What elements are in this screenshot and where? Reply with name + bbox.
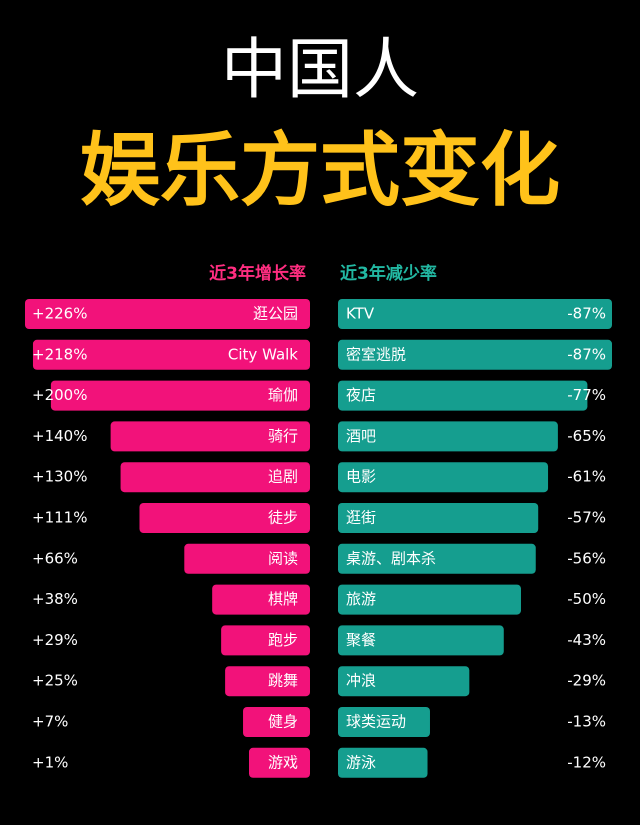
value-label: +130% [32, 468, 87, 486]
value-label: -77% [567, 386, 606, 404]
value-label: +140% [32, 427, 87, 445]
category-label: 桌游、剧本杀 [346, 549, 436, 567]
value-label: -65% [567, 427, 606, 445]
bar [338, 462, 549, 493]
bar [338, 543, 536, 574]
value-label: -13% [567, 713, 606, 731]
category-label: KTV [346, 305, 375, 323]
bar [212, 584, 310, 615]
bar [338, 584, 521, 615]
value-label: +7% [32, 713, 68, 731]
bar [249, 747, 310, 778]
value-label: +218% [32, 345, 87, 363]
bar [110, 421, 310, 452]
bar [338, 421, 558, 452]
category-label: 游泳 [346, 753, 376, 771]
category-label: 游戏 [268, 753, 298, 771]
value-label: -87% [567, 345, 606, 363]
category-label: 旅游 [346, 590, 376, 608]
panel-title: 近3年增长率 [209, 263, 306, 284]
panel-title: 近3年减少率 [340, 263, 437, 284]
bar [25, 299, 310, 329]
bar [338, 339, 612, 370]
bar [338, 747, 428, 778]
category-label: 骑行 [268, 427, 298, 445]
value-label: -61% [567, 468, 606, 486]
bar [338, 625, 504, 656]
value-label: +1% [32, 753, 68, 771]
bar [120, 462, 310, 493]
category-label: 阅读 [268, 549, 298, 567]
value-label: -87% [567, 305, 606, 323]
bar [225, 666, 310, 697]
category-label: 酒吧 [346, 427, 376, 445]
value-label: +200% [32, 386, 87, 404]
bar [243, 707, 310, 737]
value-label: -50% [567, 590, 606, 608]
bar [338, 666, 470, 697]
value-label: +111% [32, 509, 87, 527]
category-label: 徒步 [268, 509, 298, 527]
category-label: 健身 [268, 713, 298, 731]
category-label: 追剧 [268, 468, 298, 486]
category-label: 聚餐 [346, 631, 376, 649]
bar [184, 543, 310, 574]
category-label: 密室逃脱 [346, 345, 406, 363]
category-label: 跳舞 [268, 672, 298, 690]
value-label: +25% [32, 672, 78, 690]
value-label: -56% [567, 549, 606, 567]
category-label: 夜店 [346, 386, 376, 404]
bar [221, 625, 310, 656]
bar [338, 503, 539, 533]
category-label: 逛街 [346, 509, 376, 527]
value-label: +38% [32, 590, 78, 608]
page-title: 中国人 [221, 31, 419, 108]
category-label: 逛公园 [253, 305, 298, 323]
value-label: -57% [567, 509, 606, 527]
category-label: 棋牌 [268, 590, 298, 608]
value-label: +66% [32, 549, 78, 567]
bar [338, 380, 588, 411]
bar [32, 339, 311, 370]
value-label: +29% [32, 631, 78, 649]
category-label: 跑步 [268, 631, 298, 649]
page-subtitle: 娱乐方式变化 [80, 124, 560, 217]
category-label: 电影 [346, 468, 376, 486]
value-label: -12% [567, 753, 606, 771]
value-label: -29% [567, 672, 606, 690]
value-label: -43% [567, 631, 606, 649]
value-label: +226% [32, 305, 87, 323]
category-label: 瑜伽 [268, 386, 298, 404]
category-label: City Walk [228, 345, 298, 363]
bar [338, 707, 430, 737]
bar [338, 299, 612, 329]
category-label: 球类运动 [346, 713, 406, 731]
bar [50, 380, 311, 411]
category-label: 冲浪 [346, 672, 376, 690]
bar [139, 503, 310, 533]
